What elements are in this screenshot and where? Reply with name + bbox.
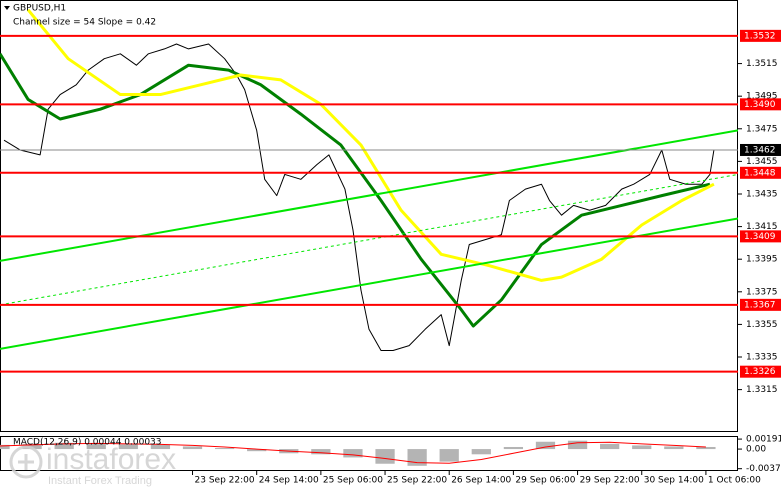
watermark-logo: [9, 445, 43, 479]
macd-bar: [214, 448, 235, 450]
title-marker: [4, 6, 10, 10]
watermark: instaforex Instant Forex Trading: [9, 443, 176, 487]
y-tick-label: 1.3455: [746, 157, 778, 167]
y-tick-label: 1.3355: [746, 320, 778, 330]
macd-bar: [407, 449, 427, 466]
y-tick-label: 1.3395: [746, 255, 778, 265]
macd-bar: [311, 449, 331, 455]
y-tick-label: 1.3315: [746, 385, 778, 395]
level-label: 1.3490: [744, 100, 776, 110]
macd-bar: [632, 445, 652, 450]
macd-bar: [182, 446, 203, 450]
main-plot: [0, 8, 738, 373]
axes: 1.3515 1.3495 1.3475 1.3455 1.3435 1.3415 1.33…: [192, 29, 781, 486]
x-tick-label: 25 Sep 06:00: [323, 476, 383, 486]
watermark-logo-mark: [18, 454, 34, 470]
macd-bar: [22, 443, 42, 450]
level-label: 1.3326: [744, 367, 776, 377]
x-tick-label: 23 Sep 22:00: [195, 476, 255, 486]
macd-bar: [247, 449, 267, 452]
level-label: 1.3532: [744, 31, 776, 41]
last-price-label: 1.3462: [744, 145, 776, 155]
level-label-box: [740, 166, 781, 179]
macd-y-tick-label: 0.00191: [746, 435, 781, 445]
macd-y-tick-label: -0.00375: [746, 464, 781, 474]
macd-bar: [343, 449, 363, 458]
series-line: [3, 43, 715, 351]
chart-title: GBPUSD,H1: [13, 4, 66, 14]
macd-bar: [664, 446, 684, 450]
series-line: [0, 173, 738, 306]
level-label-box: [740, 365, 781, 378]
level-label-box: [740, 98, 781, 111]
macd-bar: [118, 444, 138, 450]
watermark-tagline: Instant Forex Trading: [48, 475, 152, 487]
macd-bar: [86, 443, 106, 450]
x-tick-label: 29 Sep 22:00: [580, 476, 640, 486]
level-label: 1.3367: [744, 300, 776, 310]
y-tick-label: 1.3515: [746, 59, 778, 69]
macd-bar: [0, 444, 10, 450]
level-label-box: [740, 298, 781, 311]
macd-bar: [503, 446, 524, 450]
macd-signal: [0, 441, 706, 464]
x-tick-label: 30 Sep 14:00: [644, 476, 704, 486]
chart-subtitle: Channel size = 54 Slope = 0.42: [13, 18, 156, 28]
series-line: [0, 217, 738, 350]
y-tick-label: 1.3335: [746, 353, 778, 363]
y-tick-label: 1.3375: [746, 287, 778, 297]
y-tick-label: 1.3415: [746, 222, 778, 232]
macd-bar: [696, 446, 716, 450]
macd-frame: [0, 436, 738, 471]
x-tick-label: 26 Sep 14:00: [451, 476, 511, 486]
x-tick-label: 25 Sep 22:00: [387, 476, 447, 486]
macd-bar: [439, 449, 459, 462]
series-line: [26, 8, 715, 282]
macd-bar: [535, 441, 556, 450]
macd-plot: [0, 440, 716, 466]
macd-bar: [375, 449, 395, 464]
macd-bar: [150, 444, 171, 450]
macd-bar: [600, 443, 620, 450]
macd-y-tick-label: 0.00: [746, 445, 766, 455]
last-price-box: [740, 143, 781, 156]
macd-bar: [471, 449, 491, 455]
main-frame: [0, 0, 738, 432]
macd-bar: [54, 442, 74, 450]
series-line: [0, 129, 738, 262]
macd-title: MACD(12,26,9) 0.00044 0.00033: [13, 438, 162, 448]
x-tick-label: 29 Sep 06:00: [515, 476, 575, 486]
watermark-brand: instaforex: [46, 443, 176, 476]
macd-bar: [567, 440, 588, 450]
x-tick-label: 24 Sep 14:00: [259, 476, 319, 486]
level-label-box: [740, 29, 781, 42]
level-label: 1.3448: [744, 168, 776, 178]
x-tick-label: 1 Oct 06:00: [708, 476, 761, 486]
level-label: 1.3409: [744, 232, 776, 242]
y-tick-label: 1.3475: [746, 124, 778, 134]
y-tick-label: 1.3435: [746, 189, 778, 199]
level-label-box: [740, 230, 781, 243]
y-tick-label: 1.3495: [746, 92, 778, 102]
